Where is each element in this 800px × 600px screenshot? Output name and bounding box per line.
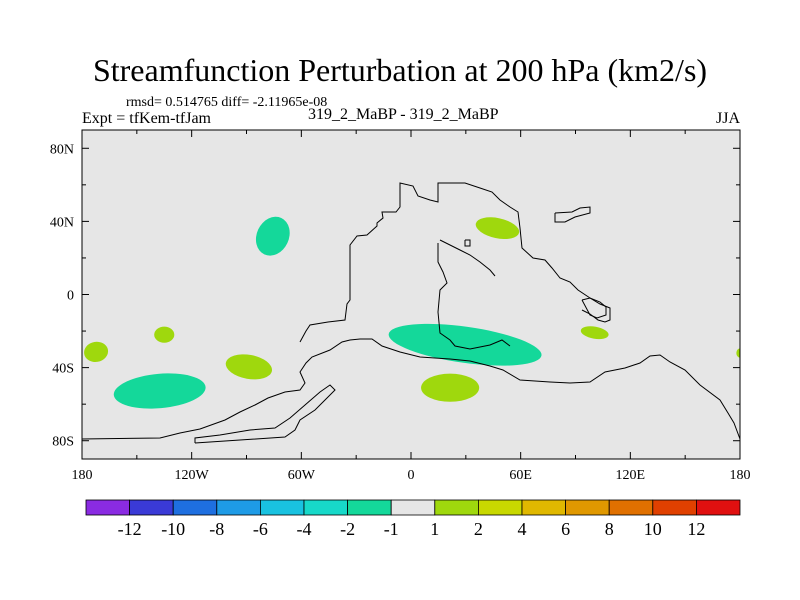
y-tick-label: 80S	[52, 435, 74, 450]
experiment-label: Expt = tfKem-tfJam	[82, 110, 211, 127]
stats-text: rmsd= 0.514765 diff= -2.11965e-08	[126, 95, 328, 110]
x-tick-label: 60E	[509, 468, 532, 483]
chart-title: Streamfunction Perturbation at 200 hPa (…	[92, 52, 708, 88]
colorbar-box	[85, 499, 130, 516]
colorbar-box	[216, 499, 261, 516]
colorbar-label: 4	[518, 519, 527, 539]
coastline-island-4	[464, 239, 471, 247]
negative-anomaly-7	[255, 216, 290, 256]
colorbar-label: 1	[430, 519, 439, 539]
colorbar-label: -2	[340, 519, 355, 539]
colorbar-label: -12	[118, 519, 142, 539]
x-tick-label: 120E	[616, 468, 646, 483]
coastline-arabia	[437, 243, 511, 350]
y-tick-label: 0	[67, 289, 74, 304]
colorbar-label: 6	[561, 519, 570, 539]
positive-anomaly-5	[580, 326, 609, 340]
coastline-island-3	[194, 384, 336, 444]
colorbar-label: -1	[384, 519, 399, 539]
colorbar-box	[259, 499, 305, 516]
colorbar-box	[390, 499, 436, 516]
coastline-north-america	[82, 338, 740, 440]
colorbar-box	[303, 499, 348, 516]
colorbar-box	[477, 499, 523, 516]
colorbar-label: 12	[687, 519, 705, 539]
colorbar-box	[696, 499, 741, 516]
y-tick-label: 80N	[50, 142, 74, 157]
colorbar-label: -10	[161, 519, 185, 539]
colorbar-box	[652, 499, 697, 516]
negative-anomaly-9	[388, 323, 542, 366]
colorbar-box	[608, 499, 654, 516]
colorbar-label: -4	[297, 519, 312, 539]
coastline-island-1	[554, 206, 591, 223]
x-tick-label: 120W	[175, 468, 210, 483]
positive-anomaly-0	[225, 354, 273, 380]
positive-anomaly-6	[736, 348, 740, 358]
colorbar-box	[172, 499, 218, 516]
plot-area	[82, 130, 740, 459]
case-label: 319_2_MaBP - 319_2_MaBP	[308, 106, 499, 123]
colorbar-box	[434, 499, 479, 516]
colorbar-box	[565, 499, 610, 516]
y-tick-label: 40S	[52, 362, 74, 377]
coastline-interior	[439, 239, 496, 277]
negative-anomaly-8	[113, 373, 206, 409]
colorbar-box	[347, 499, 392, 516]
coastline-island-2	[581, 297, 607, 319]
y-tick-label: 40N	[50, 215, 74, 230]
axes: 180 120W 60W 0 60E 120E 180 80N 40N 0 40S 80S	[50, 130, 751, 483]
contour-features	[84, 216, 740, 409]
colorbar-label: 10	[644, 519, 662, 539]
colorbar-box	[129, 499, 174, 516]
season-label: JJA	[716, 110, 741, 127]
x-tick-label: 0	[408, 468, 415, 483]
colorbar-label: -8	[209, 519, 224, 539]
coastlines	[82, 182, 740, 444]
positive-anomaly-1	[84, 341, 109, 363]
x-tick-label: 180	[72, 468, 93, 483]
colorbar: -12 -10 -8 -6 -4 -2 -1 1 2 4 6 8 10 12	[85, 499, 741, 539]
colorbar-label: -6	[253, 519, 268, 539]
colorbar-label: 2	[474, 519, 483, 539]
positive-anomaly-4	[421, 373, 480, 402]
positive-anomaly-2	[154, 326, 175, 343]
positive-anomaly-3	[475, 217, 520, 240]
x-tick-label: 60W	[288, 468, 316, 483]
colorbar-box	[521, 499, 566, 516]
x-tick-label: 180	[730, 468, 751, 483]
colorbar-label: 8	[605, 519, 614, 539]
coastline-eurasia	[299, 182, 611, 343]
